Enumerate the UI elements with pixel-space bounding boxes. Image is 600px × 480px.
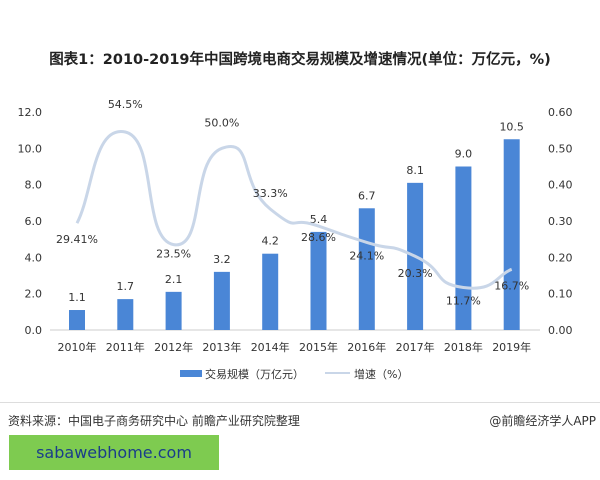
bar-label: 1.7 (117, 280, 135, 293)
bar (310, 231, 327, 330)
bar-label: 2.1 (165, 273, 183, 286)
y-left-tick-label: 2.0 (25, 288, 43, 301)
y-right-tick-label: 0.00 (548, 324, 573, 337)
line-label: 16.7% (494, 279, 529, 292)
bar-label: 4.2 (261, 235, 279, 248)
line-label: 33.3% (253, 187, 288, 200)
x-tick-label: 2017年 (396, 340, 435, 354)
bar-label: 8.1 (406, 164, 424, 177)
y-left-tick-label: 8.0 (25, 179, 43, 192)
y-right-tick-label: 0.50 (548, 142, 573, 155)
y-right-tick-label: 0.40 (548, 179, 573, 192)
bar (503, 139, 520, 330)
watermark-banner[interactable]: sabawebhome.com (9, 435, 219, 470)
y-left-tick-label: 4.0 (25, 251, 43, 264)
bar (262, 253, 279, 330)
y-right-tick-label: 0.30 (548, 215, 573, 228)
line-label: 50.0% (204, 116, 239, 129)
bar (165, 291, 182, 330)
y-right-tick-label: 0.10 (548, 288, 573, 301)
bar (69, 310, 85, 330)
bar-label: 3.2 (213, 253, 231, 266)
x-tick-label: 2018年 (444, 340, 483, 354)
line-label: 54.5% (108, 98, 143, 111)
line-label: 20.3% (398, 267, 433, 280)
bar-label: 10.5 (499, 120, 524, 133)
x-tick-label: 2011年 (106, 340, 145, 354)
x-tick-label: 2010年 (58, 340, 97, 354)
y-left-tick-label: 12.0 (18, 106, 43, 119)
x-tick-label: 2014年 (251, 340, 290, 354)
line-label: 11.7% (446, 294, 481, 307)
x-tick-label: 2019年 (492, 340, 531, 354)
credit: @前瞻经济学人APP (489, 414, 596, 428)
legend-line-label: 增速（%） (354, 367, 408, 381)
bar (117, 299, 134, 330)
bar (358, 208, 375, 330)
y-left-tick-label: 0.0 (25, 324, 43, 337)
chart-title: 图表1：2010-2019年中国跨境电商交易规模及增速情况(单位：万亿元，%) (49, 52, 551, 68)
x-tick-label: 2013年 (202, 340, 241, 354)
chart: 0.0 2.0 4.0 6.0 8.0 10.0 12.0 0.00 0.10 0.20 0.30 0… (18, 98, 573, 381)
x-tick-label: 2015年 (299, 340, 338, 354)
divider (0, 402, 600, 403)
x-tick-label: 2016年 (347, 340, 386, 354)
y-right-tick-label: 0.20 (548, 251, 573, 264)
bar (213, 271, 230, 330)
y-right-tick-label: 0.60 (548, 106, 573, 119)
legend-bar-label: 交易规模（万亿元） (205, 367, 304, 381)
growth-line (75, 130, 513, 290)
bar-label: 5.4 (310, 213, 328, 226)
bar-label: 6.7 (358, 189, 376, 202)
line-label: 28.6% (301, 231, 336, 244)
legend-bar-swatch (180, 370, 202, 377)
source-note: 资料来源：中国电子商务研究中心 前瞻产业研究院整理 (8, 414, 300, 428)
y-left-tick-label: 6.0 (25, 215, 43, 228)
line-label: 24.1% (349, 249, 384, 262)
bar-label: 1.1 (68, 291, 86, 304)
bar-label: 9.0 (455, 148, 473, 161)
x-tick-label: 2012年 (154, 340, 193, 354)
line-label: 23.5% (156, 248, 191, 261)
y-left-tick-label: 10.0 (18, 142, 43, 155)
line-label: 29.41% (56, 233, 98, 246)
